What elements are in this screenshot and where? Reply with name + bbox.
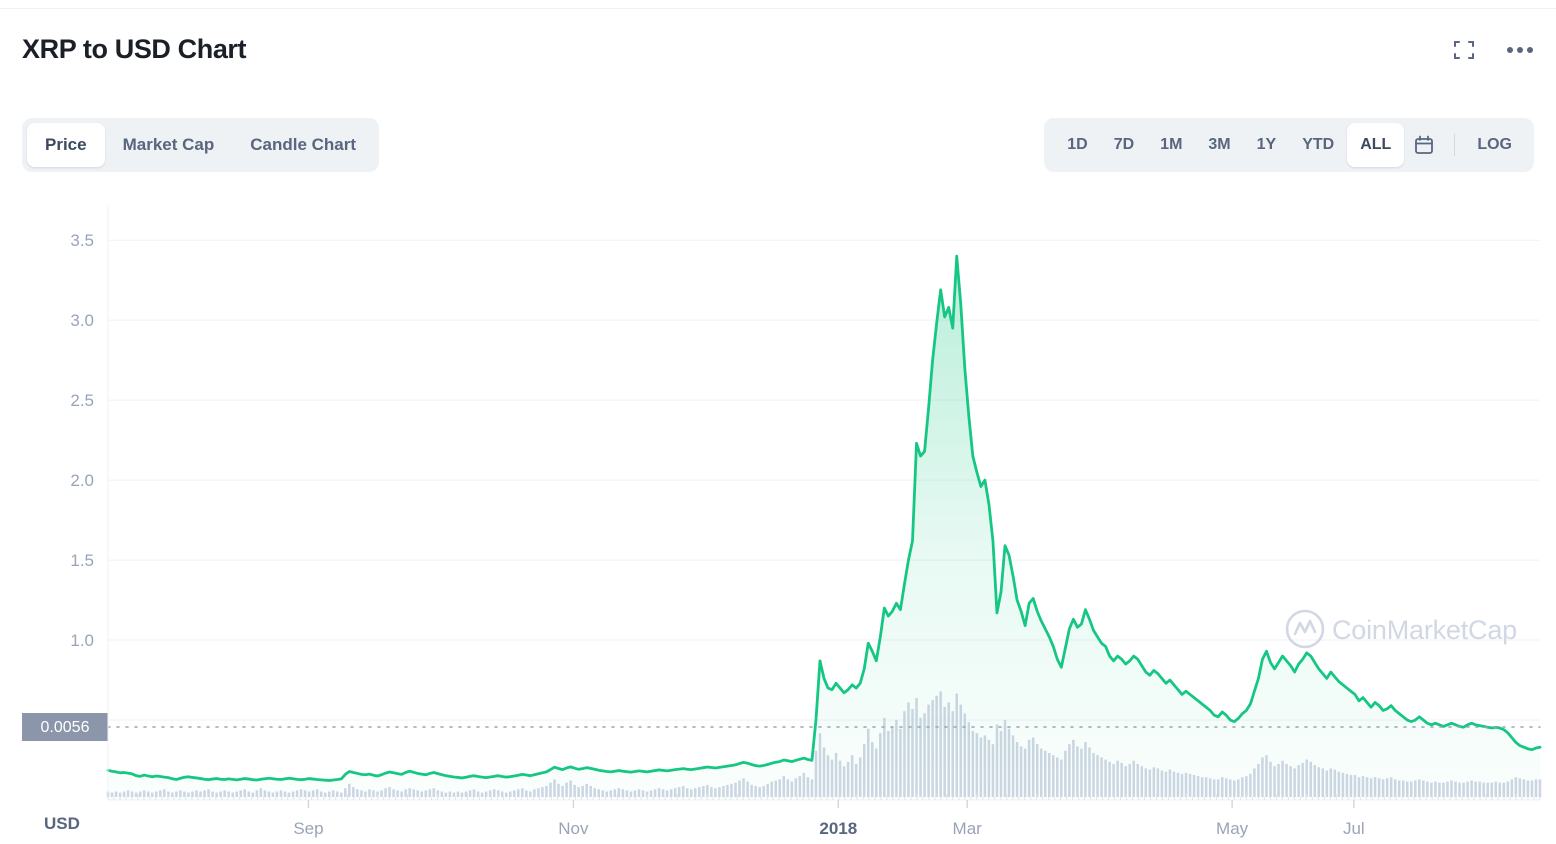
price-badge-bg <box>22 713 108 741</box>
y-tick-label: 2.5 <box>70 391 94 410</box>
fullscreen-icon[interactable] <box>1450 36 1478 64</box>
tab-candle-chart[interactable]: Candle Chart <box>250 135 357 154</box>
price-badge: 0.0056 <box>22 713 108 741</box>
price-chart[interactable]: 0.501.01.52.02.53.03.5 0.0056 SepNov2018… <box>0 185 1556 844</box>
range-1m[interactable]: 1M <box>1160 136 1183 153</box>
price-line <box>106 254 1542 782</box>
chart-controls: Price Market Cap Candle Chart 1D 7D 1M 3… <box>22 118 1534 172</box>
chart-canvas[interactable]: 0.501.01.52.02.53.03.5 0.0056 SepNov2018… <box>0 185 1556 844</box>
watermark-label: CoinMarketCap <box>1332 615 1517 645</box>
x-tick-label: Jul <box>1343 819 1365 838</box>
y-tick-label: 2.0 <box>70 471 94 490</box>
control-divider <box>1454 134 1456 156</box>
range-selector: 1D 7D 1M 3M 1Y YTD ALL LOG <box>1044 118 1534 172</box>
header-actions <box>1450 36 1534 64</box>
calendar-icon[interactable] <box>1404 123 1444 167</box>
x-tick-label: Nov <box>558 819 589 838</box>
range-all[interactable]: ALL <box>1347 123 1405 167</box>
range-7d[interactable]: 7D <box>1113 136 1135 153</box>
range-1d[interactable]: 1D <box>1067 136 1088 153</box>
range-1y[interactable]: 1Y <box>1256 136 1277 153</box>
x-tick-label: 2018 <box>819 819 857 838</box>
page-title: XRP to USD Chart <box>22 34 247 64</box>
x-tick-label: Sep <box>293 819 323 838</box>
y-tick-label: 3.5 <box>70 231 94 250</box>
y-tick-label: 1.5 <box>70 551 94 570</box>
chart-header: XRP to USD Chart <box>22 26 1534 86</box>
price-badge-label: 0.0056 <box>41 719 90 736</box>
view-tabs: Price Market Cap Candle Chart <box>22 118 380 172</box>
y-tick-label: 3.0 <box>70 311 94 330</box>
range-ytd[interactable]: YTD <box>1302 136 1335 153</box>
chart-gridlines <box>108 239 1540 721</box>
more-horizontal-icon[interactable] <box>1506 36 1534 64</box>
x-tick-label: May <box>1216 819 1249 838</box>
y-axis-labels: 0.501.01.52.02.53.03.5 <box>61 231 94 730</box>
top-divider <box>0 8 1556 9</box>
coinmarketcap-watermark: CoinMarketCap <box>1285 609 1517 649</box>
tab-price[interactable]: Price <box>27 123 105 167</box>
y-tick-label: 1.0 <box>70 631 94 650</box>
tab-market-cap[interactable]: Market Cap <box>122 135 215 154</box>
price-area-fill <box>108 256 1540 800</box>
range-3m[interactable]: 3M <box>1208 136 1231 153</box>
coinmarketcap-logo-icon <box>1285 609 1325 649</box>
x-axis-ticks <box>107 794 1541 808</box>
log-scale-toggle[interactable]: LOG <box>1477 136 1512 153</box>
x-tick-label: Mar <box>953 819 983 838</box>
currency-label: USD <box>44 814 80 833</box>
x-axis-labels: Sep Nov 2018 Mar May Jul <box>293 819 1364 838</box>
